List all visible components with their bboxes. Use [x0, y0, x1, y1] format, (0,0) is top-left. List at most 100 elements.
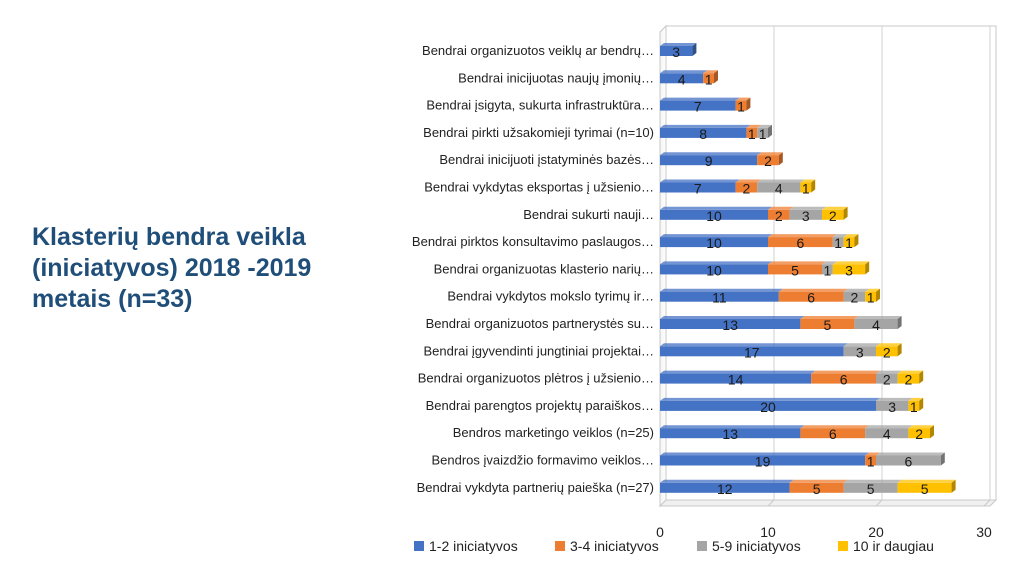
bar-segment-top — [832, 261, 870, 265]
bar-segment — [757, 127, 768, 138]
bar-segment-top — [768, 261, 826, 265]
bar-segment — [768, 237, 833, 248]
category-label: Bendrai sukurti nauji… — [523, 207, 654, 222]
data-label: 5 — [791, 262, 799, 278]
data-label: 4 — [678, 71, 686, 87]
data-label: 2 — [829, 208, 837, 224]
bar-segment — [703, 73, 714, 84]
bar-segment — [865, 455, 876, 466]
bar-segment-top — [660, 206, 772, 210]
bar-segment — [843, 482, 898, 493]
bar-segment — [660, 209, 768, 220]
category-label: Bendrai pirktos konsultavimo paslaugos… — [412, 234, 654, 249]
bar-segment-top — [832, 234, 848, 238]
data-label: 6 — [829, 426, 837, 442]
bar-segment — [660, 155, 758, 166]
bar-segment — [832, 264, 866, 275]
x-tick-label: 10 — [760, 524, 776, 540]
data-label: 17 — [744, 344, 760, 360]
gridline-floor — [875, 499, 883, 507]
bar-segment — [660, 127, 747, 138]
bar-segment-top — [660, 479, 794, 483]
bar-side — [897, 316, 902, 329]
bar-segment — [843, 346, 876, 357]
bar-segment-top — [660, 152, 762, 156]
bar-segment-top — [822, 206, 848, 210]
bar-segment — [822, 209, 844, 220]
legend-swatch — [555, 541, 565, 551]
bar-segment — [746, 127, 758, 138]
data-label: 6 — [840, 372, 848, 388]
bar-segment — [660, 291, 779, 302]
x-tick-label: 30 — [976, 524, 992, 540]
bar-segment — [660, 428, 801, 439]
data-label: 1 — [845, 235, 853, 251]
bar-side — [714, 70, 718, 84]
bar-segment-top — [735, 97, 751, 101]
bar-segment — [660, 400, 876, 411]
bar-segment-top — [660, 97, 740, 101]
bar-segment — [908, 428, 930, 439]
category-label: Bendrai parengtos projektų paraiškos… — [426, 398, 654, 413]
data-label: 3 — [888, 399, 896, 415]
bar-segment — [876, 373, 898, 384]
bar-segment — [768, 264, 822, 275]
data-label: 6 — [905, 454, 913, 470]
bars-group — [660, 43, 956, 493]
bar-segment-top — [843, 234, 859, 238]
data-label: 1 — [802, 181, 810, 197]
data-label: 2 — [915, 426, 923, 442]
bar-segment-top — [897, 370, 924, 374]
data-label: 6 — [807, 290, 815, 306]
bar-segment — [800, 182, 812, 193]
bar-segment — [778, 291, 844, 302]
bar-segment-top — [876, 397, 913, 401]
x-axis-ticks: 0 10 20 30 — [656, 524, 992, 540]
data-label: 10 — [706, 208, 722, 224]
bar-segment-top — [876, 370, 902, 374]
bar-side — [811, 179, 816, 193]
bar-segment-top — [757, 124, 772, 128]
bar-side — [876, 288, 880, 302]
bar-segment — [876, 400, 909, 411]
bar-side — [951, 479, 956, 493]
bar-side — [919, 397, 924, 411]
category-label: Bendrai vykdytos mokslo tyrimų ir… — [447, 289, 654, 304]
data-label: 8 — [699, 126, 707, 142]
bar-segment-top — [757, 152, 783, 156]
data-label: 2 — [851, 290, 859, 306]
data-label: 2 — [743, 181, 751, 197]
bar-segment — [660, 237, 768, 248]
data-label: 20 — [760, 399, 776, 415]
category-label: Bendros marketingo veiklos (n=25) — [453, 425, 654, 440]
data-label: 4 — [872, 317, 880, 333]
legend: 1-2 iniciatyvos 3-4 iniciatyvos 5-9 inicia… — [414, 538, 934, 554]
bar-segment — [843, 237, 855, 248]
bar-segment — [854, 319, 898, 329]
bar-side — [746, 97, 751, 111]
bar-side — [930, 425, 934, 439]
data-labels: 34 17 18 1 19 27 2 4 110 2 3 210 6 1 110 5 1 311 6 2 113 5 417… — [672, 44, 928, 497]
category-label: Bendrai organizuotos veiklų ar bendrų… — [422, 43, 654, 58]
x-tick-label: 20 — [868, 524, 884, 540]
data-label: 5 — [867, 481, 875, 497]
data-label: 7 — [694, 181, 702, 197]
bar-segment-top — [908, 397, 924, 401]
legend-label: 1-2 iniciatyvos — [429, 538, 518, 554]
data-label: 13 — [722, 317, 738, 333]
data-label: 9 — [705, 153, 713, 169]
bar-segment — [908, 400, 920, 411]
category-label: Bendrai pirkti užsakomieji tyrimai (n=10… — [423, 125, 654, 140]
bar-segment-top — [843, 288, 870, 292]
bar-segment-top — [768, 234, 837, 238]
data-label: 2 — [775, 208, 783, 224]
category-label: Bendrai organizuotos partnerystės su… — [426, 316, 654, 331]
data-label: 10 — [706, 262, 722, 278]
data-label: 2 — [883, 344, 891, 360]
data-label: 7 — [694, 99, 702, 115]
bar-segment — [800, 428, 866, 439]
bar-segment-top — [660, 397, 880, 401]
legend-swatch — [697, 541, 707, 551]
bar-segment — [660, 100, 736, 111]
